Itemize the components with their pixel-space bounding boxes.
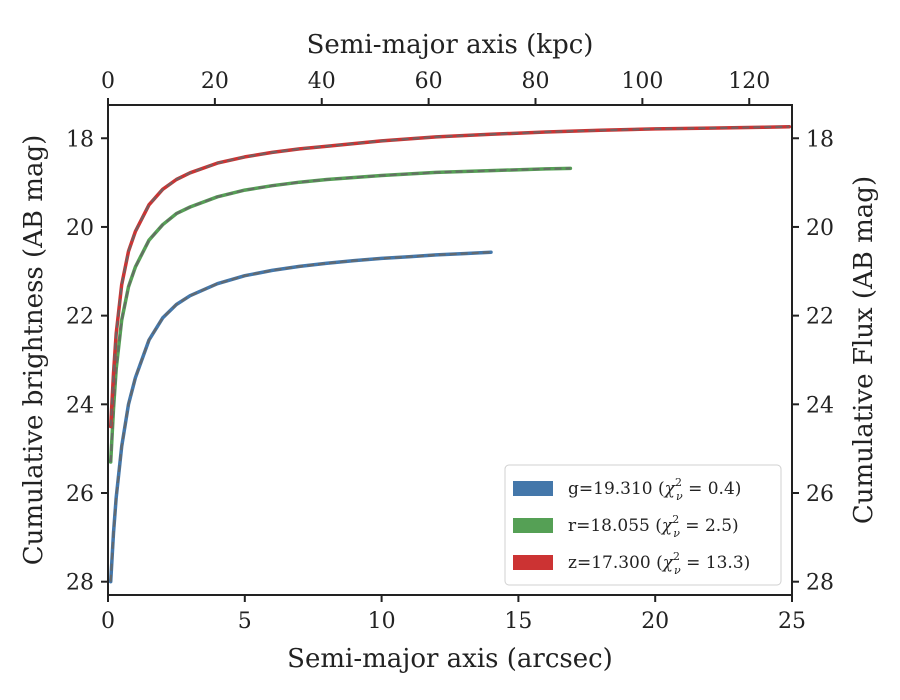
x2-tick-label: 100	[621, 69, 663, 94]
legend-swatch-r	[513, 518, 553, 533]
legend-swatch-z	[513, 555, 553, 570]
x2-axis-title: Semi-major axis (kpc)	[307, 30, 594, 60]
y-tick-label: 22	[66, 305, 94, 330]
plot-frame	[107, 104, 793, 596]
y2-tick-label: 26	[806, 482, 834, 507]
x-tick-label: 25	[778, 609, 806, 634]
legend-swatch-g	[513, 481, 553, 496]
y2-tick-label: 22	[806, 305, 834, 330]
x-axis-title: Semi-major axis (arcsec)	[287, 644, 613, 674]
right-axis: 18 20 22 24 26 28	[792, 127, 834, 596]
y-tick-label: 28	[66, 571, 94, 596]
x2-tick-label: 20	[201, 69, 229, 94]
x2-tick-label: 0	[101, 69, 115, 94]
y-axis-title: Cumulative brightness (AB mag)	[19, 135, 49, 566]
y-tick-label: 26	[66, 482, 94, 507]
legend-label-g: g=19.310 (χ2 ν = 0.4)	[568, 476, 741, 503]
x2-tick-label: 80	[522, 69, 550, 94]
y2-axis-title: Cumulative Flux (AB mag)	[849, 176, 879, 524]
x-tick-label: 20	[641, 609, 669, 634]
legend-label-z: z=17.300 (χ2 ν = 13.3)	[568, 550, 750, 577]
legend-box	[504, 464, 782, 586]
y-tick-label: 24	[66, 393, 94, 418]
y2-tick-label: 18	[806, 127, 834, 152]
curves-layer	[108, 124, 792, 584]
model-line-0	[109, 251, 492, 582]
top-axis: 0 20 40 60 80 100 120	[101, 69, 770, 105]
x-tick-label: 15	[504, 609, 532, 634]
x-tick-label: 0	[101, 609, 115, 634]
y-tick-label: 20	[66, 216, 94, 241]
legend-label-r: r=18.055 (χ2 ν = 2.5)	[568, 513, 739, 540]
model-line-2	[109, 125, 790, 427]
series-line-0	[108, 250, 493, 584]
y2-tick-label: 28	[806, 571, 834, 596]
y2-tick-label: 20	[806, 216, 834, 241]
x2-tick-label: 40	[308, 69, 336, 94]
x-tick-label: 5	[238, 609, 252, 634]
left-axis: 18 20 22 24 26 28	[66, 127, 108, 596]
y-tick-label: 18	[66, 127, 94, 152]
x2-tick-label: 60	[415, 69, 443, 94]
x2-tick-label: 120	[728, 69, 770, 94]
legend: g=19.310 (χ2 ν = 0.4) r=18.055 (χ2 ν = 2.5…	[504, 464, 782, 586]
bottom-axis: 0 5 10 15 20 25	[101, 595, 806, 634]
model-line-1	[109, 167, 571, 463]
y2-tick-label: 24	[806, 393, 834, 418]
x-tick-label: 10	[368, 609, 396, 634]
